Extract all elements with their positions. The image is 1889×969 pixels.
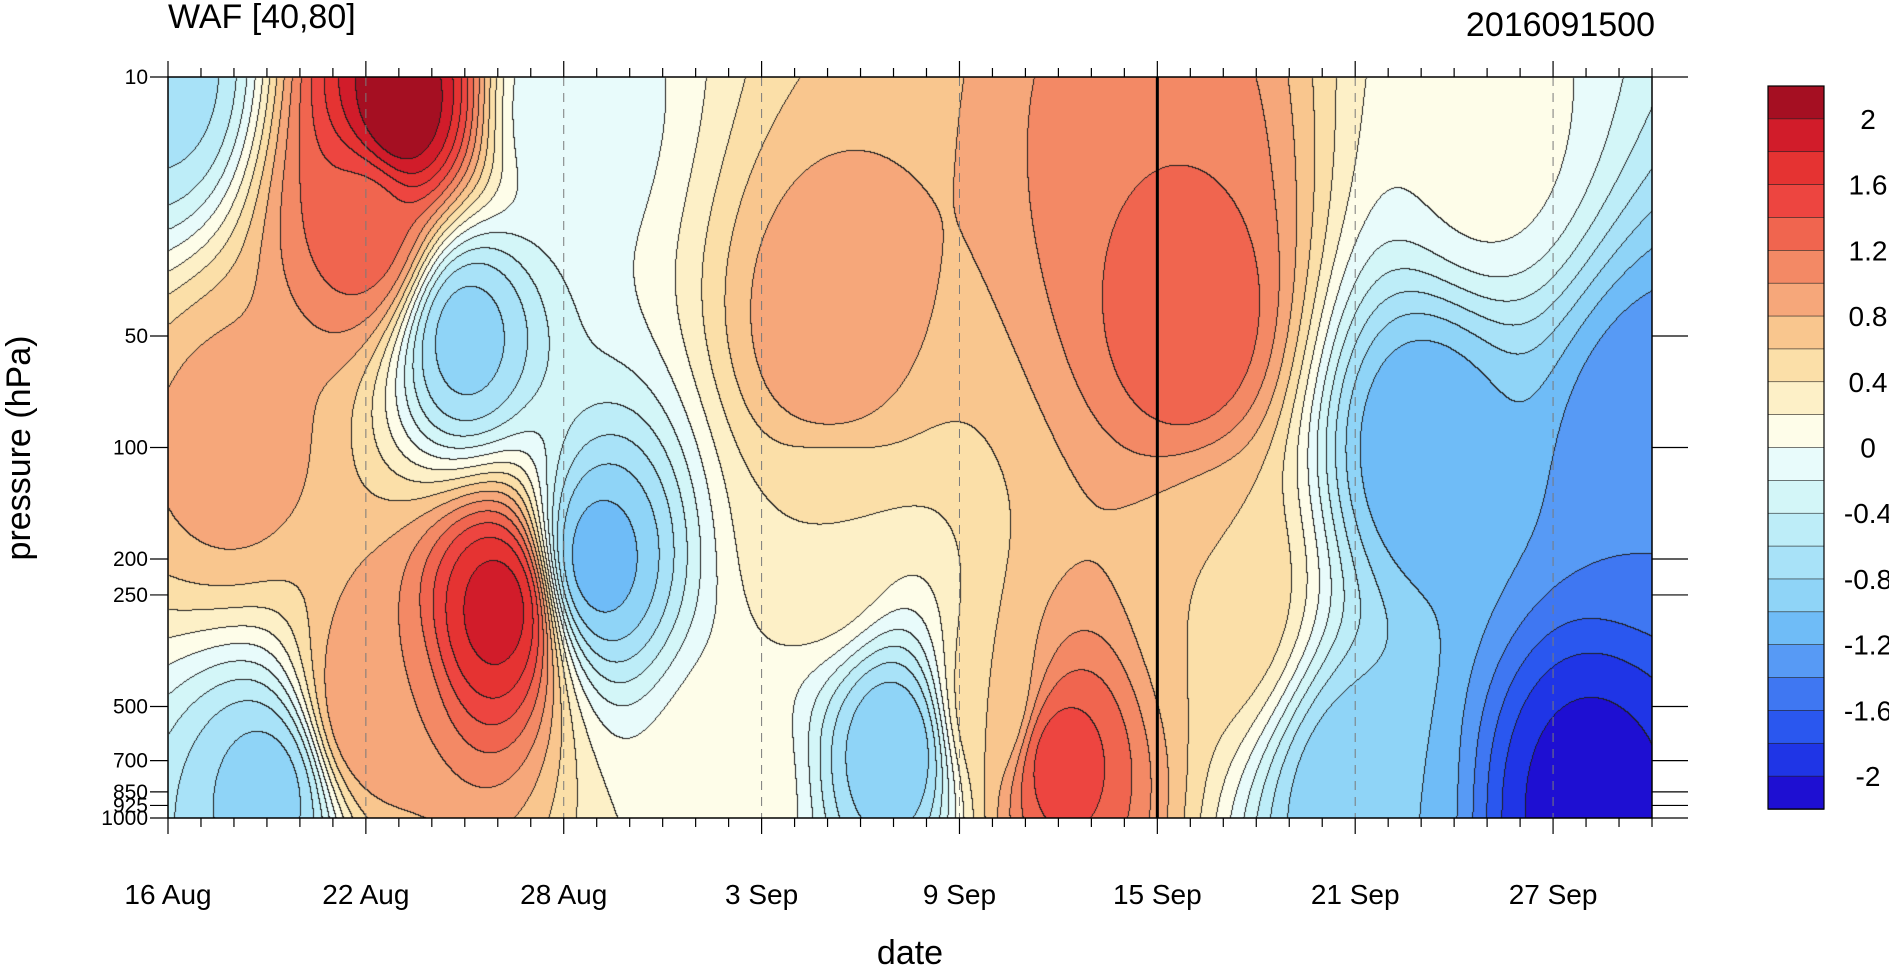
colorbar-swatch xyxy=(1767,775,1825,810)
y-tick-label: 925 xyxy=(113,794,148,817)
y-tick-label: 200 xyxy=(113,548,148,571)
colorbar-swatch xyxy=(1767,710,1825,745)
colorbar-swatch xyxy=(1767,611,1825,646)
contour-fill xyxy=(168,77,1652,818)
colorbar-label: 0.4 xyxy=(1849,367,1888,398)
chart-date-stamp: 2016091500 xyxy=(1466,6,1655,44)
colorbar-swatch xyxy=(1767,85,1825,120)
x-tick-label: 27 Sep xyxy=(1509,879,1598,910)
colorbar-swatch xyxy=(1767,677,1825,712)
y-tick-label: 10 xyxy=(125,66,148,89)
colorbar-label: -2 xyxy=(1856,761,1881,792)
x-tick-label: 28 Aug xyxy=(520,879,607,910)
y-tick-label: 50 xyxy=(125,325,148,348)
y-tick-label: 100 xyxy=(113,437,148,460)
colorbar-label: 1.6 xyxy=(1849,170,1888,201)
colorbar-swatch xyxy=(1767,348,1825,383)
colorbar-swatch xyxy=(1767,480,1825,515)
colorbar-label: 2 xyxy=(1860,104,1876,135)
x-tick-label: 22 Aug xyxy=(322,879,409,910)
colorbar-swatch xyxy=(1767,644,1825,679)
colorbar-label: 1.2 xyxy=(1849,235,1888,266)
x-axis-label: date xyxy=(877,934,943,969)
x-tick-label: 3 Sep xyxy=(725,879,798,910)
chart-title: WAF [40,80] xyxy=(168,0,356,36)
colorbar-frame xyxy=(1767,85,1825,810)
colorbar-swatch xyxy=(1767,447,1825,482)
x-axis: 16 Aug 22 Aug 28 Aug 3 Sep 9 Sep 15 Sep 21 Sep… xyxy=(124,61,1653,910)
colorbar-swatch xyxy=(1767,414,1825,449)
colorbar-swatch xyxy=(1767,282,1825,317)
x-tick-label: 21 Sep xyxy=(1311,879,1400,910)
colorbar-swatch xyxy=(1767,545,1825,580)
colorbar-swatch xyxy=(1767,250,1825,284)
contour-field xyxy=(167,76,1653,819)
y-tick-label: 1000 xyxy=(101,807,148,830)
y-tick-label: 850 xyxy=(113,781,148,804)
x-tick-label: 15 Sep xyxy=(1113,879,1202,910)
colorbar-swatch xyxy=(1767,118,1825,153)
colorbar-swatch xyxy=(1767,381,1825,416)
x-tick-label: 9 Sep xyxy=(923,879,996,910)
y-tick-label: 500 xyxy=(113,695,148,718)
colorbar-swatch xyxy=(1767,578,1825,613)
colorbar-label: -1.2 xyxy=(1844,630,1889,661)
colorbar-swatch xyxy=(1767,217,1825,252)
colorbar-swatch xyxy=(1767,742,1825,777)
colorbar-label: 0.8 xyxy=(1849,301,1888,332)
colorbar-label: -1.6 xyxy=(1844,695,1889,726)
colorbar-swatch xyxy=(1767,184,1825,219)
y-tick-label: 250 xyxy=(113,584,148,607)
x-tick-label: 16 Aug xyxy=(124,879,211,910)
colorbar: 2 1.6 1.2 0.8 0.4 0 -0.4 -0.8 -1.2 -1.6 -2 xyxy=(1767,85,1889,810)
colorbar-label: -0.4 xyxy=(1844,498,1889,529)
colorbar-swatch xyxy=(1767,315,1825,350)
colorbar-label: -0.8 xyxy=(1844,564,1889,595)
y-tick-label: 700 xyxy=(113,750,148,773)
colorbar-label: 0 xyxy=(1860,433,1876,464)
y-axis-label: pressure (hPa) xyxy=(0,336,38,561)
colorbar-swatch xyxy=(1767,512,1825,547)
colorbar-swatch xyxy=(1767,151,1825,186)
